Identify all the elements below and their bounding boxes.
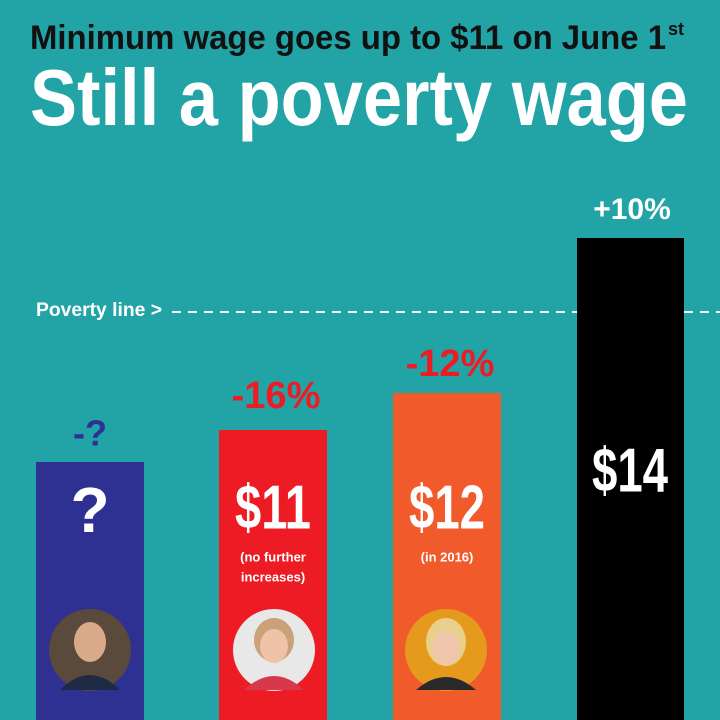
amount: $11 [235, 473, 311, 542]
title: Still a poverty wage [30, 53, 688, 142]
subtitle-superscript: st [668, 19, 684, 39]
change-label: -16% [232, 375, 321, 417]
portrait [233, 609, 315, 691]
change-label: -? [73, 413, 107, 454]
amount: ? [70, 474, 109, 546]
subtitle: Minimum wage goes up to $11 on June 1 [30, 19, 666, 57]
note: (in 2016) [421, 549, 474, 564]
bar [577, 238, 684, 720]
note: (no further [240, 549, 306, 564]
change-label: +10% [593, 193, 671, 226]
portrait [49, 609, 131, 691]
portrait [405, 609, 487, 691]
poverty-line-label: Poverty line > [36, 300, 162, 321]
note: increases) [241, 569, 305, 584]
amount: $12 [409, 473, 485, 542]
amount: $14 [592, 436, 668, 505]
change-label: -12% [406, 343, 495, 385]
